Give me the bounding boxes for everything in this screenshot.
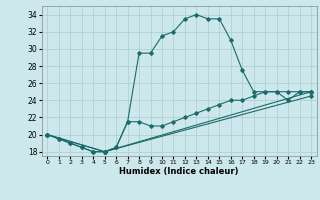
X-axis label: Humidex (Indice chaleur): Humidex (Indice chaleur) [119,167,239,176]
